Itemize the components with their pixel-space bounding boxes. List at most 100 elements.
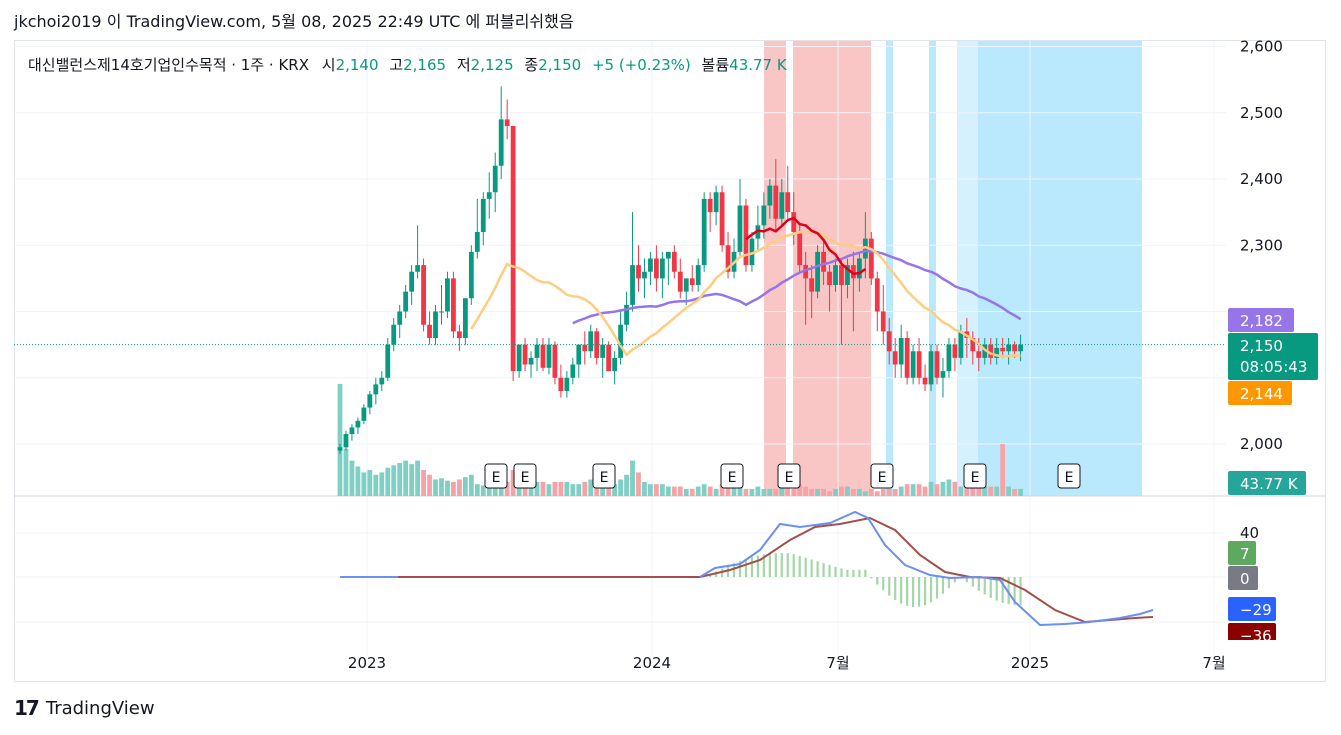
candle-body [397,311,403,325]
volume-bar [827,491,832,496]
volume-bar [397,462,403,496]
candle-body [779,192,785,219]
volume-bar [982,486,988,496]
candle-body [582,344,588,352]
candle-body [856,258,862,279]
volume-bar [779,486,785,496]
volume-bar [540,481,546,496]
volume-bar [433,479,438,496]
candle-body [1018,344,1023,352]
volume-bar [355,466,361,496]
candle-body [355,420,361,428]
footer-brand[interactable]: 17 TradingView [14,696,155,720]
volume-bar [600,484,606,496]
candle-body [498,119,504,166]
volume-bar [618,479,623,496]
candle-body [576,344,582,365]
volume-bar [767,488,773,496]
candle-body [761,205,767,226]
volume-bar [845,486,850,496]
volume-bar [343,448,349,496]
volume-bar [677,486,683,496]
time-tick-label: 2023 [348,654,386,672]
volume-bar [612,484,618,496]
candle-body [695,265,701,285]
candle-body [421,265,426,325]
earnings-label: E [878,470,887,486]
macd-pane [340,510,1154,627]
candle-body [492,165,498,193]
brand-name: TradingView [45,697,155,719]
open-label: 시 [321,56,336,74]
volume-bar [630,460,635,496]
volume-bar [1006,486,1012,496]
volume-bar [755,486,761,496]
ma-red-line [745,216,867,275]
candle-body [767,185,773,206]
volume-bar [689,488,695,496]
candlesticks [337,86,1023,454]
candle-body [516,344,522,372]
chart-frame[interactable] [14,40,1326,682]
earnings-marker [484,463,508,489]
candle-body [570,364,576,378]
volume-bar [934,484,940,496]
candle-body [827,271,832,285]
candle-body [880,311,886,332]
candle-body [976,351,982,358]
candle-body [892,351,898,365]
candle-body [988,344,994,358]
macd-tag-label: 0 [1240,570,1250,588]
candle-body [552,344,558,378]
volume-bar [964,484,970,496]
candle-body [606,344,612,372]
candle-body [815,251,820,292]
publish-header: jkchoi2019 이 TradingView.com, 5월 08, 202… [14,12,574,31]
volume-bar [719,484,725,496]
volume-bar [439,478,444,496]
candle-body [648,258,653,272]
earnings-marker [720,463,744,489]
volume-bar [940,481,946,496]
candle-body [677,271,683,292]
candle-body [928,351,934,385]
volume-bar [803,486,809,496]
volume-bar [510,470,516,496]
volume-bar [648,484,653,496]
volume-bar [624,474,629,496]
tag-countdown-label: 08:05:43 [1240,358,1307,376]
volume-bar [409,464,415,496]
candle-body [540,344,546,368]
candle-body [558,377,564,391]
volume-bar [851,488,856,496]
earnings-label: E [492,470,501,486]
earnings-marker [513,463,537,489]
volume-bar [856,488,862,496]
volume-bar [403,460,409,496]
highlight-zones [764,41,1142,496]
volume-bar [994,486,1000,496]
candle-body [612,357,618,372]
symbol-label[interactable]: 대신밸런스제14호기업인수목적 · 1주 · KRX [28,56,309,74]
volume-bar [564,481,570,496]
close-label: 종 [524,56,539,74]
volume-bar [743,488,749,496]
volume-bar [731,486,737,496]
volume-bar [642,481,647,496]
volume-bar [415,460,421,496]
candle-body [898,338,904,365]
volume-bar [337,383,343,496]
candle-body [522,344,528,365]
volume-bar [606,481,612,496]
volume-bar [594,484,600,496]
volume-bar [349,460,355,496]
candle-body [1000,347,1006,352]
candle-body [433,311,438,338]
candle-body [445,278,450,312]
candle-body [934,351,940,378]
candle-body [439,311,444,313]
volume-bar [976,484,982,496]
earnings-marker [592,463,616,489]
volume-bar [970,484,976,496]
